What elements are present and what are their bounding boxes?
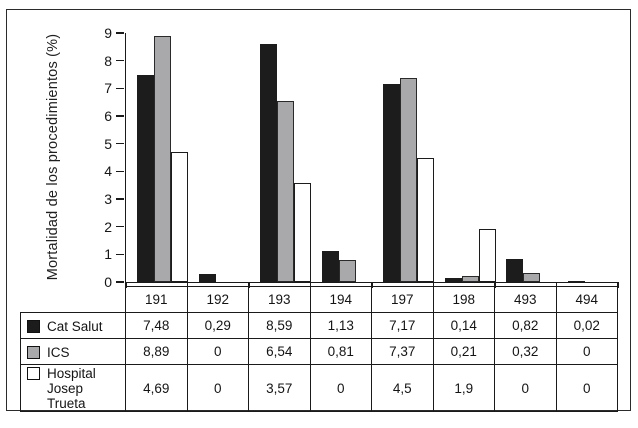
table-cell-cat-salut-191: 7,48 xyxy=(125,312,188,339)
table-cell-ics-197: 7,37 xyxy=(371,338,434,365)
column-header-494: 494 xyxy=(555,286,618,313)
column-header-197: 197 xyxy=(371,286,434,313)
table-cell-ics-494: 0 xyxy=(555,338,618,365)
table-cell-cat-salut-493: 0,82 xyxy=(494,312,557,339)
y-tick xyxy=(116,59,125,62)
y-tick xyxy=(116,170,125,173)
column-header-191: 191 xyxy=(125,286,188,313)
legend-swatch-ics xyxy=(27,345,40,359)
table-corner-empty xyxy=(21,287,126,313)
y-tick-label: 6 xyxy=(104,108,112,124)
x-boundary-tick xyxy=(555,282,558,288)
column-header-192: 192 xyxy=(186,286,249,313)
table-cell-ics-194: 0,81 xyxy=(309,338,372,365)
x-boundary-tick xyxy=(432,282,435,288)
x-boundary-tick xyxy=(125,282,127,288)
column-header-198: 198 xyxy=(432,286,495,313)
table-cell-hospital-josep-trueta-197: 4,5 xyxy=(371,364,434,412)
bar-hospital-josep-trueta-197 xyxy=(417,157,434,282)
x-boundary-tick xyxy=(617,282,619,288)
bar-ics-194 xyxy=(338,259,356,282)
x-boundary-tick xyxy=(186,282,189,288)
bar-hospital-josep-trueta-191 xyxy=(171,152,188,282)
y-tick xyxy=(116,225,125,228)
x-boundary-tick xyxy=(494,282,496,288)
bar-cat-salut-193 xyxy=(260,44,277,282)
table-cell-ics-191: 8,89 xyxy=(125,338,188,365)
table-cell-hospital-josep-trueta-192: 0 xyxy=(186,364,249,412)
bar-hospital-josep-trueta-193 xyxy=(294,183,311,282)
table-cell-hospital-josep-trueta-194: 0 xyxy=(309,364,372,412)
bar-ics-493 xyxy=(523,273,540,282)
x-boundary-tick xyxy=(309,282,312,288)
bar-ics-191 xyxy=(154,36,171,282)
legend-swatch-cat-salut xyxy=(27,319,40,333)
y-tick-label: 3 xyxy=(104,191,112,207)
y-tick-label: 7 xyxy=(104,80,112,97)
bar-cat-salut-198 xyxy=(444,278,462,282)
legend-cell-ics: ICS xyxy=(20,338,126,365)
legend-cell-hospital-josep-trueta: Hospital Josep Trueta xyxy=(20,364,126,412)
table-cell-cat-salut-194: 1,13 xyxy=(309,312,372,339)
x-boundary-tick xyxy=(248,282,250,288)
y-tick-label: 1 xyxy=(104,246,112,263)
y-tick-label: 4 xyxy=(104,163,112,180)
bar-ics-197 xyxy=(400,78,417,282)
column-header-193: 193 xyxy=(248,286,311,313)
y-tick-label: 5 xyxy=(104,135,112,152)
y-tick-label: 8 xyxy=(104,52,112,69)
bar-cat-salut-494 xyxy=(567,281,585,282)
table-cell-ics-193: 6,54 xyxy=(248,338,311,365)
table-cell-hospital-josep-trueta-198: 1,9 xyxy=(432,364,495,412)
legend-label: Hospital Josep Trueta xyxy=(47,366,96,411)
x-boundary-tick xyxy=(371,282,373,288)
bar-ics-193 xyxy=(277,101,294,282)
table-cell-hospital-josep-trueta-193: 3,57 xyxy=(248,364,311,412)
legend-swatch-hospital-josep-trueta xyxy=(27,367,40,380)
plot-area: 0 1 2 3 4 5 6 7 8 9 xyxy=(104,25,619,290)
y-tick xyxy=(116,32,125,34)
bar-cat-salut-197 xyxy=(383,83,400,282)
table-cell-cat-salut-197: 7,17 xyxy=(371,312,434,339)
table-cell-hospital-josep-trueta-494: 0 xyxy=(555,364,618,412)
table-cell-ics-493: 0,32 xyxy=(494,338,557,365)
column-header-493: 493 xyxy=(494,286,557,313)
y-tick xyxy=(116,253,125,256)
y-tick-label: 0 xyxy=(104,274,112,290)
bar-cat-salut-191 xyxy=(137,75,154,282)
bar-cat-salut-194 xyxy=(321,250,339,282)
y-tick xyxy=(116,142,125,145)
table-cell-hospital-josep-trueta-191: 4,69 xyxy=(125,364,188,412)
y-tick-label: 2 xyxy=(104,218,112,235)
bar-cat-salut-493 xyxy=(506,259,523,282)
y-tick-label: 9 xyxy=(104,25,112,41)
y-tick xyxy=(116,281,125,283)
y-tick xyxy=(116,198,125,200)
y-axis-title: Mortalidad de los procedimientos (%) xyxy=(45,33,61,281)
legend-label: ICS xyxy=(47,344,70,360)
y-tick xyxy=(116,87,125,90)
data-table: 191 192 193 194 197 198 493 494 Cat Salut 7,48 0,2… xyxy=(20,286,618,412)
table-cell-hospital-josep-trueta-493: 0 xyxy=(494,364,557,412)
bar-hospital-josep-trueta-198 xyxy=(478,229,496,282)
bar-ics-198 xyxy=(461,276,479,282)
table-cell-cat-salut-193: 8,59 xyxy=(248,312,311,339)
table-cell-cat-salut-192: 0,29 xyxy=(186,312,249,339)
legend-cell-cat-salut: Cat Salut xyxy=(20,312,126,339)
y-tick xyxy=(116,115,125,117)
table-cell-ics-192: 0 xyxy=(186,338,249,365)
bar-cat-salut-192 xyxy=(198,273,216,282)
table-cell-cat-salut-494: 0,02 xyxy=(555,312,618,339)
table-cell-cat-salut-198: 0,14 xyxy=(432,312,495,339)
column-header-194: 194 xyxy=(309,286,372,313)
legend-label: Cat Salut xyxy=(47,318,103,334)
table-cell-ics-198: 0,21 xyxy=(432,338,495,365)
